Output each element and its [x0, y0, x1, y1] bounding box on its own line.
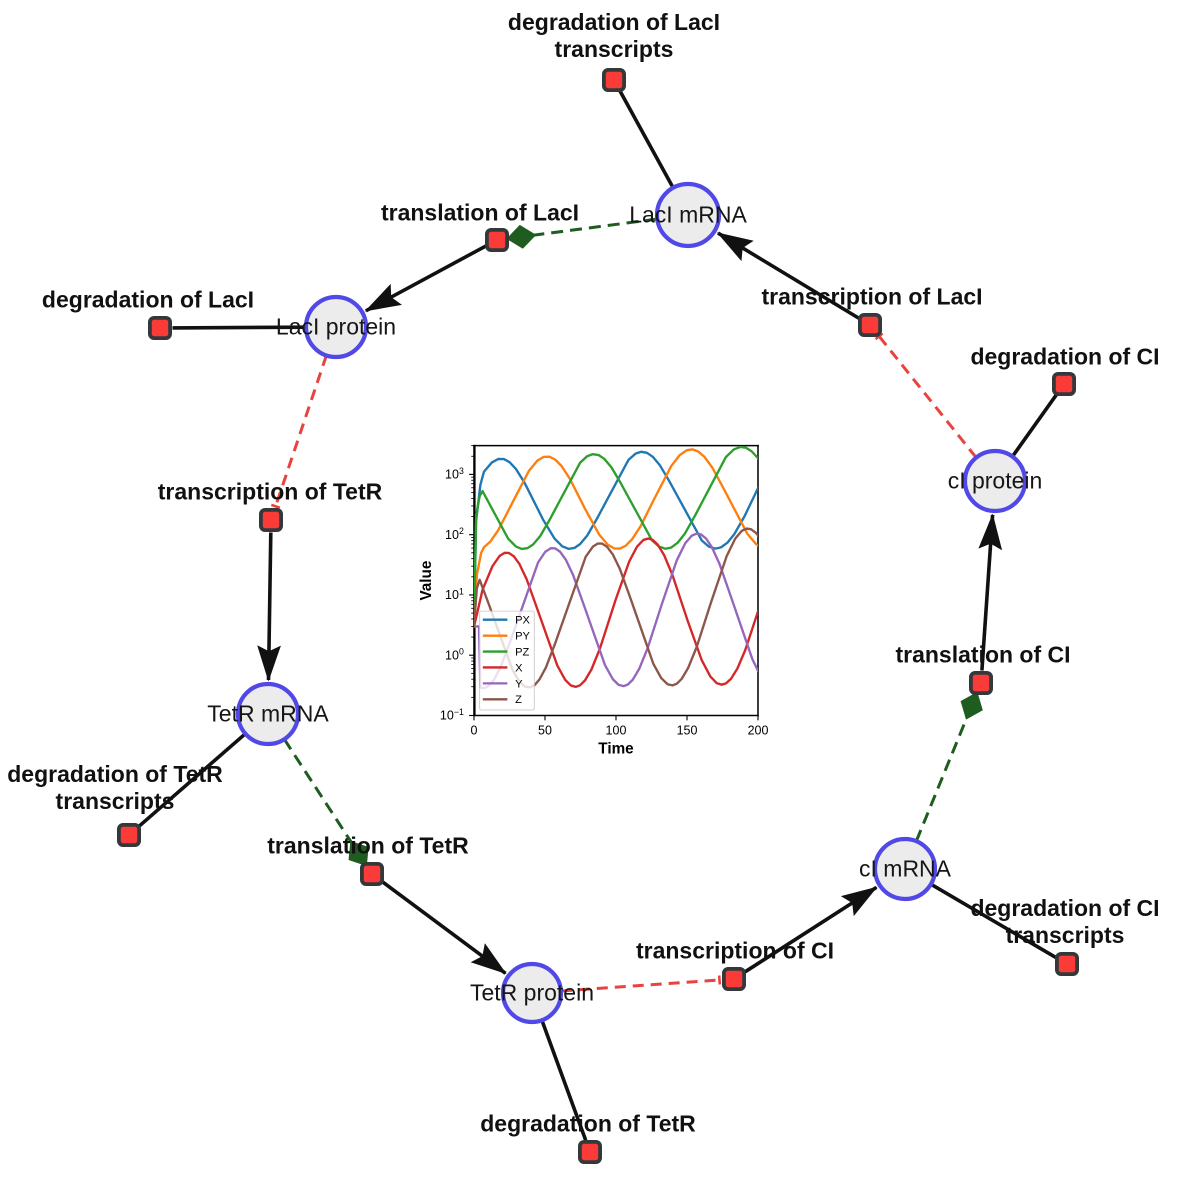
svg-text:PY: PY: [515, 631, 530, 643]
svg-text:Value: Value: [418, 561, 435, 601]
svg-text:100: 100: [606, 723, 627, 737]
svg-text:Time: Time: [598, 740, 633, 757]
svg-text:0: 0: [471, 723, 478, 737]
svg-text:50: 50: [538, 723, 552, 737]
svg-text:150: 150: [677, 723, 698, 737]
svg-text:PZ: PZ: [515, 646, 529, 658]
svg-text:200: 200: [748, 723, 769, 737]
svg-text:PX: PX: [515, 615, 530, 627]
svg-text:Y: Y: [515, 678, 523, 690]
svg-text:Z: Z: [515, 694, 522, 706]
svg-text:X: X: [515, 662, 523, 674]
